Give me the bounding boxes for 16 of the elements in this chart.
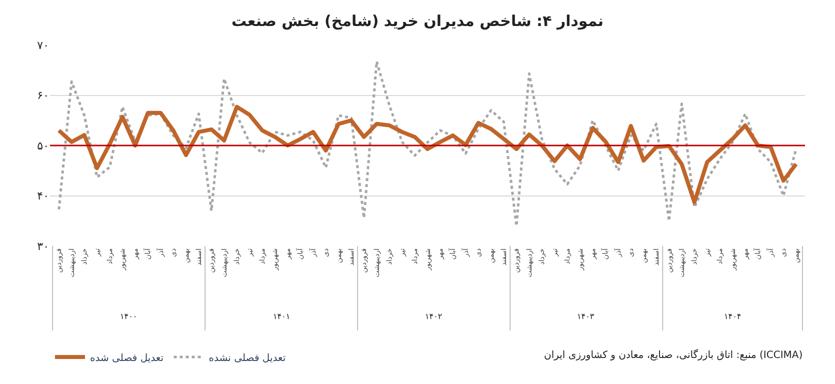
y-tick-label: ۴۰: [37, 190, 49, 203]
legend-label: تعدیل فصلی نشده: [208, 352, 286, 364]
y-tick-label: ۷۰: [37, 38, 49, 52]
y-tick-label: ۵۰: [37, 139, 49, 152]
chart-title: نمودار ۴: شاخص مدیران خرید (شامخ) بخش صنعت: [231, 12, 604, 30]
text: ۱۴۰۳: [577, 312, 595, 321]
text: ۱۴۰۱: [273, 312, 290, 321]
y-tick-label: ۶۰: [37, 89, 49, 102]
text: ۱۴۰۴: [724, 312, 742, 321]
text: ۱۴۰۰: [120, 312, 138, 321]
line-series: [56, 104, 798, 204]
text: ۱۴۰۲: [425, 312, 442, 321]
line-series: [58, 60, 798, 228]
y-tick-label: ۳۰: [37, 240, 49, 253]
legend-label: تعدیل فصلی شده: [90, 352, 164, 364]
text: منبع: اتاق بازرگانی، صنایع، معادن و کشاورزی ایران (ICCIMA): [544, 349, 803, 361]
